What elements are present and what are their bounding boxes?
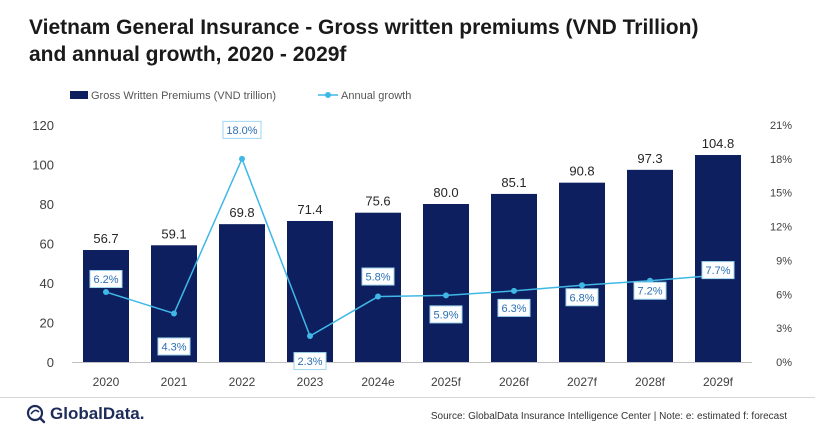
y-right-tick-label: 21% bbox=[770, 120, 792, 132]
bar-data-label: 75.6 bbox=[365, 194, 390, 209]
bar-data-label: 69.8 bbox=[229, 205, 254, 220]
bar bbox=[559, 182, 605, 362]
logo-text: GlobalData. bbox=[50, 404, 145, 423]
growth-marker bbox=[511, 287, 517, 294]
growth-data-label: 5.9% bbox=[433, 309, 458, 321]
y-left-tick-label: 80 bbox=[40, 197, 54, 212]
x-tick-label: 2024e bbox=[361, 375, 395, 389]
growth-marker bbox=[171, 310, 177, 317]
growth-label-box bbox=[565, 288, 599, 307]
growth-data-label: 2.3% bbox=[297, 356, 322, 368]
growth-label-box bbox=[633, 281, 667, 300]
x-tick-label: 2025f bbox=[431, 375, 462, 389]
y-right-tick-label: 3% bbox=[776, 323, 792, 335]
bar-data-label: 80.0 bbox=[433, 185, 458, 200]
x-tick-label: 2020 bbox=[93, 375, 120, 389]
growth-line: 6.2% 4.3% 18.0% 2.3% 5.8% 5.9% 6.3% 6.8% 7.2% 7.7… bbox=[89, 120, 735, 371]
bar-data-label: 90.8 bbox=[569, 164, 594, 179]
bar-data-label: 71.4 bbox=[297, 202, 322, 217]
bar-data-label: 56.7 bbox=[93, 231, 118, 246]
legend: Gross Written Premiums (VND trillion) Ann… bbox=[70, 90, 411, 102]
growth-label-box bbox=[701, 261, 735, 280]
globaldata-logo-icon bbox=[26, 404, 46, 424]
growth-label-box bbox=[222, 120, 262, 139]
growth-marker bbox=[579, 282, 585, 289]
growth-data-label: 6.8% bbox=[569, 292, 594, 304]
y-left-tick-label: 0 bbox=[47, 355, 54, 370]
globaldata-logo: GlobalData. bbox=[26, 404, 144, 424]
x-tick-label: 2026f bbox=[499, 375, 530, 389]
legend-marker-growth bbox=[325, 92, 331, 98]
x-tick-label: 2027f bbox=[567, 375, 598, 389]
growth-data-label: 7.7% bbox=[705, 265, 730, 277]
bar bbox=[219, 224, 265, 362]
axes: 0 20 40 60 80 100 120 0% 3% 6% 9% 12% 15% 18% 21% 2020 2… bbox=[32, 118, 792, 389]
growth-series-line bbox=[105, 156, 719, 338]
source-note: Source: GlobalData Insurance Intelligenc… bbox=[430, 411, 787, 422]
bar-data-label: 97.3 bbox=[637, 151, 662, 166]
growth-label-box bbox=[293, 352, 327, 371]
footer-divider bbox=[0, 397, 815, 398]
growth-marker bbox=[443, 292, 449, 299]
bar-data-label: 104.8 bbox=[702, 136, 735, 151]
x-tick-label: 2028f bbox=[635, 375, 666, 389]
bar-data-label: 85.1 bbox=[501, 175, 526, 190]
y-left-tick-label: 60 bbox=[40, 237, 54, 252]
y-right-tick-label: 9% bbox=[776, 255, 792, 267]
bar bbox=[695, 155, 741, 362]
legend-swatch-premiums bbox=[70, 91, 88, 99]
y-left-tick-label: 40 bbox=[40, 276, 54, 291]
growth-data-label: 4.3% bbox=[161, 341, 186, 353]
legend-label-growth: Annual growth bbox=[341, 90, 411, 102]
bar bbox=[423, 204, 469, 362]
chart-title-line2: and annual growth, 2020 - 2029f bbox=[29, 43, 347, 66]
chart-title: Vietnam General Insurance - Gross writte… bbox=[29, 14, 789, 68]
growth-data-label: 6.3% bbox=[501, 303, 526, 315]
growth-label-box bbox=[429, 305, 463, 324]
x-tick-label: 2029f bbox=[703, 375, 734, 389]
y-left-tick-label: 100 bbox=[32, 158, 54, 173]
y-right-tick-label: 15% bbox=[770, 188, 792, 200]
bars: 56.7 59.1 69.8 71.4 75.6 80.0 85.1 90.8 97.3 104.… bbox=[83, 136, 741, 362]
x-tick-label: 2021 bbox=[161, 375, 188, 389]
growth-data-label: 6.2% bbox=[93, 274, 118, 286]
y-left-tick-label: 20 bbox=[40, 316, 54, 331]
growth-label-box bbox=[89, 270, 123, 289]
bar bbox=[355, 212, 401, 362]
bar bbox=[627, 169, 673, 362]
x-tick-label: 2022 bbox=[229, 375, 256, 389]
bar bbox=[287, 220, 333, 362]
growth-data-label: 7.2% bbox=[637, 286, 662, 298]
bar-data-label: 59.1 bbox=[161, 226, 186, 241]
x-tick-label: 2023 bbox=[297, 375, 324, 389]
chart-area: Gross Written Premiums (VND trillion) Ann… bbox=[32, 90, 792, 389]
chart-title-line1: Vietnam General Insurance - Gross writte… bbox=[29, 16, 699, 39]
y-right-tick-label: 0% bbox=[776, 357, 792, 369]
growth-data-label: 18.0% bbox=[226, 125, 257, 137]
y-right-tick-label: 12% bbox=[770, 222, 792, 234]
growth-label-box bbox=[497, 298, 531, 317]
y-right-tick-label: 18% bbox=[770, 154, 792, 166]
growth-marker bbox=[239, 155, 245, 162]
bar bbox=[491, 193, 537, 362]
growth-data-label: 5.8% bbox=[365, 272, 390, 284]
growth-label-box bbox=[157, 337, 191, 356]
growth-marker bbox=[103, 289, 109, 296]
growth-label-box bbox=[361, 267, 395, 286]
y-right-tick-label: 6% bbox=[776, 289, 792, 301]
growth-marker bbox=[307, 333, 313, 340]
legend-label-premiums: Gross Written Premiums (VND trillion) bbox=[91, 90, 276, 102]
y-left-tick-label: 120 bbox=[32, 118, 54, 133]
growth-marker bbox=[375, 293, 381, 300]
bar bbox=[83, 250, 129, 362]
